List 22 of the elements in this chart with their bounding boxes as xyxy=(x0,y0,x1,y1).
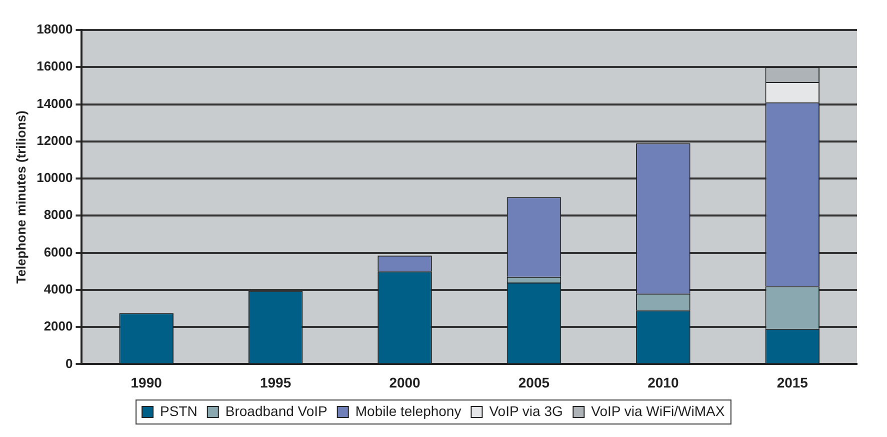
y-tick-label: 14000 xyxy=(36,96,73,111)
y-tick-label: 18000 xyxy=(36,22,73,37)
y-tick-label: 4000 xyxy=(44,282,73,297)
legend-label: VoIP via 3G xyxy=(489,402,563,419)
y-tick-label: 2000 xyxy=(44,318,73,334)
y-axis-title: Telephone minutes (trilions) xyxy=(13,110,28,284)
y-tick-label: 16000 xyxy=(36,58,73,74)
x-tick-label: 2010 xyxy=(648,374,679,390)
legend-label: Mobile telephony xyxy=(355,402,462,419)
y-tick-label: 0 xyxy=(66,356,73,371)
y-tick-label: 12000 xyxy=(36,132,73,148)
y-tick-label: 6000 xyxy=(44,244,73,260)
y-tick-label: 10000 xyxy=(36,170,73,186)
x-tick-label: 2005 xyxy=(518,374,550,390)
x-tick-label: 1995 xyxy=(260,374,292,390)
y-tick-label: 8000 xyxy=(44,207,73,222)
legend-label: Broadband VoIP xyxy=(225,402,328,419)
x-tick-label: 2015 xyxy=(776,374,808,390)
legend-label: VoIP via WiFi/WiMAX xyxy=(591,402,726,419)
legend-label: PSTN xyxy=(160,402,198,419)
x-tick-label: 1990 xyxy=(130,374,162,390)
x-tick-label: 2000 xyxy=(389,374,421,390)
